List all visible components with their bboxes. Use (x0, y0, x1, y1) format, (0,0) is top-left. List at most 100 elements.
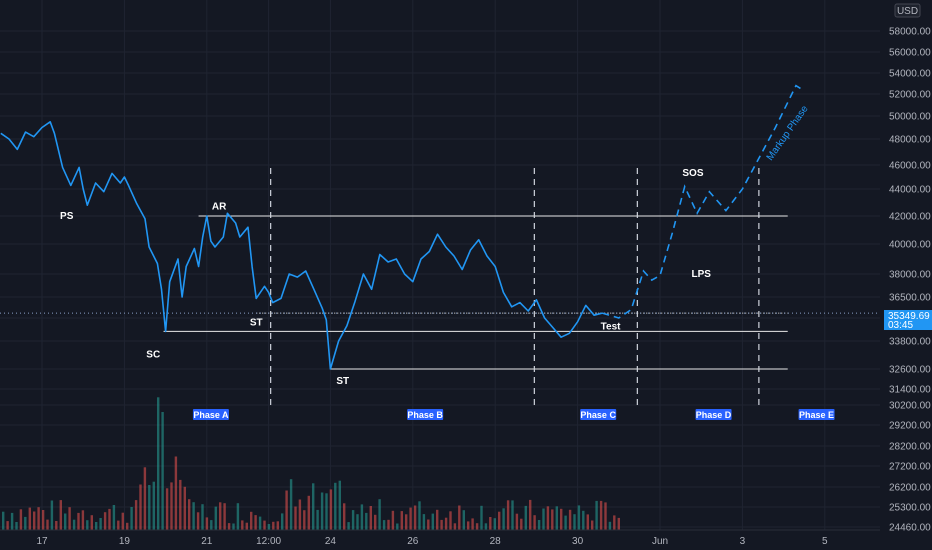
volume-bar (564, 515, 567, 530)
volume-bar (533, 515, 536, 530)
y-tick-label: 58000.00 (889, 27, 931, 38)
volume-bar (183, 486, 186, 530)
volume-bar (139, 484, 142, 530)
volume-bar (245, 522, 248, 530)
volume-bar (573, 514, 576, 530)
volume-bar (365, 512, 368, 530)
volume-bar (329, 489, 333, 530)
volume-bar (493, 518, 496, 530)
volume-bar (409, 507, 412, 530)
annotation-label: SC (146, 349, 160, 360)
volume-bar (444, 517, 448, 530)
volume-bar (391, 510, 395, 530)
volume-bar (219, 502, 222, 530)
volume-bar (161, 412, 164, 530)
x-tick-label: 26 (407, 536, 419, 547)
volume-bar (555, 506, 558, 530)
volume-bar (347, 522, 350, 530)
volume-bar (506, 500, 510, 530)
volume-bar (378, 499, 381, 530)
volume-bar (263, 520, 266, 530)
x-axis[interactable]: 17 19 21 12:00 24 26 28 30 Jun 3 5 (0, 529, 880, 547)
currency-label: USD (897, 6, 918, 17)
volume-bar (462, 510, 465, 530)
x-tick-label: 17 (36, 536, 48, 547)
x-tick-label: 3 (740, 536, 746, 547)
volume-bar (285, 490, 288, 530)
volume-bar (192, 502, 195, 530)
currency-badge[interactable]: USD (894, 3, 921, 18)
volume-bar (374, 514, 377, 530)
volume-bar (152, 481, 155, 530)
volume-bar (422, 514, 426, 530)
volume-bar (537, 520, 541, 530)
volume-bar (130, 507, 133, 530)
volume-bar (55, 521, 58, 530)
phase-labels: Phase A Phase B Phase C Phase D Phase E (192, 409, 835, 420)
y-tick-label: 26200.00 (889, 483, 931, 494)
y-tick-label: 25300.00 (889, 503, 931, 514)
volume-bar (236, 503, 240, 530)
phase-label: Phase E (799, 410, 834, 420)
volume-bar (210, 520, 213, 530)
y-tick-label: 50000.00 (889, 112, 931, 123)
volume-bar (604, 502, 607, 530)
volume-bar (289, 479, 293, 530)
volume-bar (232, 523, 235, 530)
volume-bar (334, 482, 337, 530)
currency-badge-bg (894, 3, 921, 18)
volume-bar (41, 510, 45, 530)
y-axis[interactable]: 58000.00 56000.00 54000.00 52000.00 50000.00… (889, 27, 931, 534)
volume-bar (59, 500, 62, 530)
volume-bar (134, 500, 138, 530)
volume-bar (267, 524, 271, 530)
phase-label: Phase D (696, 410, 732, 420)
volume-bar (95, 522, 98, 530)
volume-bar (440, 519, 443, 530)
volume-bar (577, 505, 581, 530)
x-tick-label: 21 (201, 536, 213, 547)
y-tick-label: 29200.00 (889, 421, 931, 432)
x-tick-label: 28 (490, 536, 502, 547)
volume-bar (64, 513, 67, 530)
y-tick-label: 32600.00 (889, 365, 931, 376)
volume-bar (356, 514, 359, 530)
volume-bar (436, 509, 439, 530)
volume-bar (467, 521, 470, 530)
volume-bar (37, 507, 40, 530)
volume-bar (546, 506, 550, 530)
volume-bar (560, 508, 563, 530)
volume-bar (582, 510, 585, 530)
y-tick-label: 30200.00 (889, 401, 931, 412)
volume-bar (188, 499, 191, 530)
phase-label: Phase A (193, 410, 229, 420)
volume-bar (458, 505, 461, 530)
volume-bar (511, 500, 514, 530)
volume-bar (498, 511, 501, 530)
volume-bar (33, 511, 36, 530)
volume-bar (489, 517, 492, 530)
phase-box (580, 409, 617, 420)
volume-bar (502, 508, 505, 530)
volume-bar (382, 520, 386, 530)
y-tick-label: 33800.00 (889, 337, 931, 348)
volume-bar (157, 397, 160, 530)
volume-bar (254, 515, 257, 530)
volume-bar (121, 512, 124, 530)
volume-bar (19, 509, 23, 530)
volume-bar (281, 513, 284, 530)
volume-bar (608, 521, 612, 530)
volume-bar (529, 499, 532, 530)
volume-bar (148, 485, 151, 530)
volume-bar (551, 509, 554, 530)
volume-bar (72, 519, 76, 530)
last-price-value: 35349.69 (888, 311, 930, 322)
last-price-tag-bg (884, 310, 932, 330)
volume-bar (400, 511, 403, 530)
volume-bar (196, 512, 200, 530)
volume-bar (338, 480, 341, 530)
volume-bar (99, 518, 102, 530)
volume-bar (170, 482, 173, 530)
phase-box (695, 409, 732, 420)
